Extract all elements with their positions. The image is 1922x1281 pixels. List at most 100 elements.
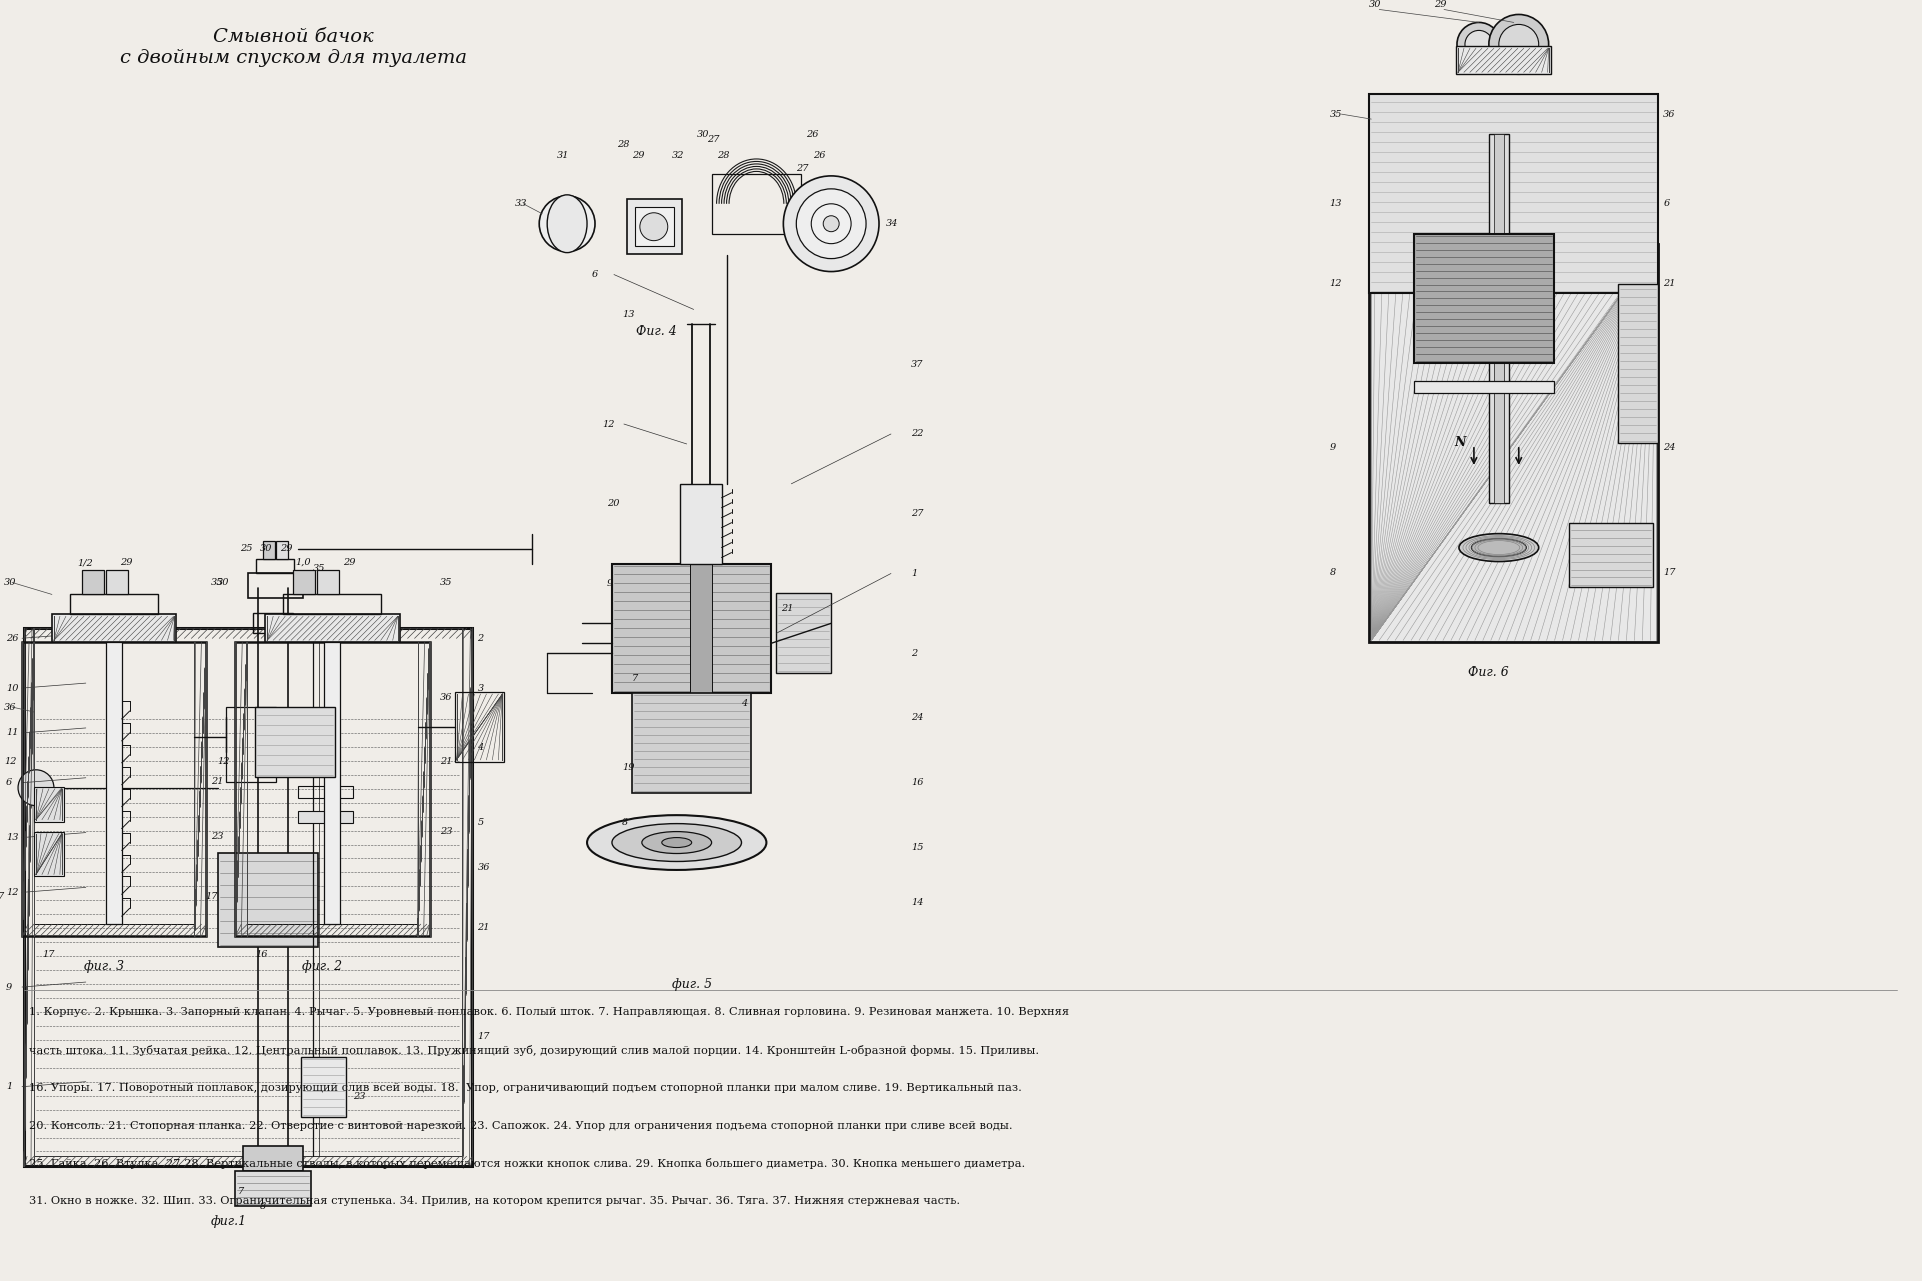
Bar [283, 594, 381, 615]
Text: 13: 13 [623, 310, 634, 319]
Ellipse shape [611, 824, 742, 862]
Bar [244, 1146, 304, 1171]
Text: 25. Гайка. 26. Втулка. 27.28. Вертикальные стволы, в которых перемещаются ножки : 25. Гайка. 26. Втулка. 27.28. Вертикальн… [29, 1158, 1024, 1170]
Circle shape [1457, 23, 1501, 67]
Bar [227, 707, 277, 781]
Bar [35, 787, 63, 821]
Bar [1618, 283, 1659, 443]
Bar [35, 642, 194, 925]
Text: 35: 35 [313, 564, 325, 573]
Bar [454, 692, 504, 762]
Text: 28: 28 [717, 151, 728, 160]
Ellipse shape [1459, 534, 1540, 561]
Text: 36: 36 [1663, 110, 1676, 119]
Text: 29: 29 [1434, 0, 1447, 9]
Text: 21: 21 [1663, 279, 1676, 288]
Circle shape [17, 770, 54, 806]
Text: 9: 9 [6, 983, 12, 991]
Bar [325, 642, 340, 925]
Bar [69, 594, 158, 615]
Text: 21: 21 [440, 757, 452, 766]
Circle shape [823, 215, 840, 232]
Text: 11: 11 [6, 729, 19, 738]
Text: 1,0: 1,0 [296, 559, 311, 567]
Text: 26: 26 [6, 634, 19, 643]
Ellipse shape [548, 195, 586, 252]
Text: 31: 31 [557, 151, 569, 160]
Ellipse shape [661, 838, 692, 848]
Text: 35: 35 [440, 578, 452, 587]
Text: 14: 14 [911, 898, 923, 907]
Text: фиг. 2: фиг. 2 [302, 959, 342, 972]
Bar [1368, 243, 1659, 642]
Text: 12: 12 [602, 419, 615, 429]
Text: 8: 8 [623, 819, 628, 828]
Text: 35: 35 [1330, 110, 1342, 119]
Bar [25, 628, 473, 1167]
Text: 2: 2 [911, 648, 917, 657]
Text: 19: 19 [623, 763, 634, 772]
Text: 27: 27 [796, 164, 809, 173]
Text: 30: 30 [259, 544, 273, 553]
Text: 1: 1 [6, 1082, 12, 1091]
Text: 16: 16 [911, 779, 923, 788]
Text: 4: 4 [477, 743, 484, 752]
Text: 16: 16 [256, 949, 267, 958]
Text: 10: 10 [6, 684, 19, 693]
Text: 23: 23 [211, 833, 223, 842]
Bar [277, 541, 288, 559]
Text: 8: 8 [259, 1202, 267, 1211]
Bar [634, 206, 675, 246]
Text: 29: 29 [281, 544, 292, 553]
Text: 12: 12 [4, 757, 17, 766]
Bar [1493, 135, 1503, 502]
Text: Смывной бачок: Смывной бачок [213, 28, 373, 46]
Text: 17: 17 [206, 892, 217, 901]
Bar [611, 564, 771, 693]
Text: 17: 17 [42, 949, 54, 958]
Ellipse shape [586, 815, 767, 870]
Text: фиг. 5: фиг. 5 [671, 977, 711, 990]
Text: фиг. 3: фиг. 3 [85, 959, 123, 972]
Bar [627, 199, 682, 254]
Text: 9: 9 [1330, 443, 1336, 452]
Text: Фиг. 6: Фиг. 6 [1468, 666, 1509, 679]
Bar [35, 831, 63, 876]
Bar [711, 174, 801, 233]
Text: 25: 25 [240, 544, 254, 553]
Text: 21: 21 [782, 603, 794, 612]
Circle shape [540, 196, 596, 251]
Bar [219, 853, 317, 947]
Text: 27: 27 [707, 135, 719, 143]
Bar [21, 642, 206, 936]
Bar [106, 642, 121, 925]
Bar [292, 570, 315, 594]
Bar [83, 570, 104, 594]
Bar [632, 693, 752, 793]
Text: 7: 7 [632, 674, 638, 683]
Bar [263, 541, 275, 559]
Text: 16. Упоры. 17. Поворотный поплавок, дозирующий слив всей воды. 18.  Упор, ограни: 16. Упоры. 17. Поворотный поплавок, дози… [29, 1082, 1023, 1093]
Ellipse shape [1472, 538, 1526, 556]
Text: 5: 5 [477, 819, 484, 828]
Text: N: N [1453, 437, 1465, 450]
Bar [317, 570, 338, 594]
Text: фиг.1: фиг.1 [209, 1214, 246, 1227]
Text: 36: 36 [440, 693, 452, 702]
Bar [265, 615, 400, 642]
Text: 1. Корпус. 2. Крышка. 3. Запорный клапан. 4. Рычаг. 5. Уровневый поплавок. 6. По: 1. Корпус. 2. Крышка. 3. Запорный клапан… [29, 1007, 1069, 1017]
Text: 6: 6 [1663, 200, 1670, 209]
Text: 2: 2 [477, 634, 484, 643]
Text: 27: 27 [911, 510, 923, 519]
Text: 22: 22 [911, 429, 923, 438]
Text: 8: 8 [1330, 567, 1336, 576]
Text: 13: 13 [1330, 200, 1342, 209]
Text: 6: 6 [6, 779, 12, 788]
Bar [302, 1057, 346, 1117]
Bar [690, 564, 711, 693]
Text: 24: 24 [1663, 443, 1676, 452]
Text: 21: 21 [477, 922, 490, 931]
Text: 29: 29 [119, 559, 133, 567]
Text: 29: 29 [342, 559, 356, 567]
Text: 30: 30 [696, 129, 709, 138]
